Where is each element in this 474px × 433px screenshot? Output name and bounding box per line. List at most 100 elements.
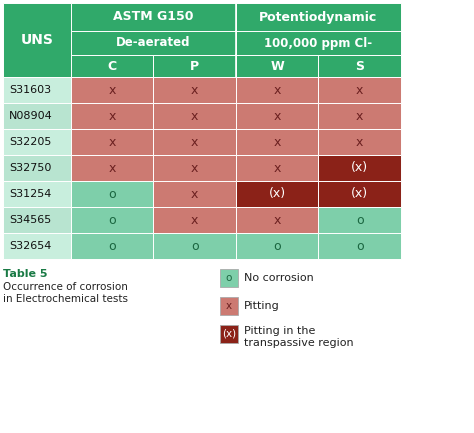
Bar	[3, 77, 71, 103]
Bar	[236, 77, 319, 103]
Bar	[236, 55, 319, 77]
Bar	[154, 103, 236, 129]
Text: S34565: S34565	[9, 215, 51, 225]
Text: P: P	[190, 59, 199, 72]
Text: x: x	[109, 84, 116, 97]
Bar	[236, 207, 319, 233]
Bar	[220, 297, 238, 315]
Bar	[3, 207, 71, 233]
Bar	[71, 207, 154, 233]
Bar	[71, 3, 236, 31]
Bar	[154, 55, 236, 77]
Bar	[3, 233, 71, 259]
Text: Potentiodynamic: Potentiodynamic	[259, 10, 378, 23]
Text: (x): (x)	[351, 187, 368, 200]
Text: S32654: S32654	[9, 241, 51, 251]
Text: x: x	[356, 136, 364, 149]
Bar	[236, 129, 319, 155]
Bar	[71, 77, 154, 103]
Bar	[319, 155, 401, 181]
Bar	[319, 181, 401, 207]
Bar	[319, 77, 401, 103]
Text: De-aerated: De-aerated	[116, 36, 191, 49]
Bar	[220, 269, 238, 287]
Text: x: x	[226, 301, 232, 311]
Text: x: x	[191, 187, 199, 200]
Bar	[319, 55, 401, 77]
Bar	[154, 207, 236, 233]
Bar	[236, 3, 401, 31]
Text: o: o	[273, 239, 281, 252]
Bar	[319, 103, 401, 129]
Text: S31254: S31254	[9, 189, 51, 199]
Text: x: x	[191, 84, 199, 97]
Bar	[3, 103, 71, 129]
Text: x: x	[191, 162, 199, 174]
Text: No corrosion: No corrosion	[244, 273, 314, 283]
Bar	[236, 155, 319, 181]
Text: o: o	[226, 273, 232, 283]
Text: o: o	[109, 213, 116, 226]
Text: S: S	[355, 59, 364, 72]
Text: x: x	[273, 213, 281, 226]
Text: x: x	[191, 110, 199, 123]
Text: x: x	[356, 110, 364, 123]
Text: o: o	[356, 239, 364, 252]
Bar	[71, 181, 154, 207]
Text: o: o	[109, 187, 116, 200]
Bar	[236, 233, 319, 259]
Text: Pitting in the: Pitting in the	[244, 326, 315, 336]
Text: UNS: UNS	[20, 33, 54, 47]
Text: (x): (x)	[222, 329, 236, 339]
Bar	[154, 77, 236, 103]
Text: Occurrence of corrosion
in Electrochemical tests: Occurrence of corrosion in Electrochemic…	[3, 282, 128, 304]
Bar	[236, 31, 401, 55]
Bar	[154, 155, 236, 181]
Text: W: W	[270, 59, 284, 72]
Bar	[220, 325, 238, 343]
Text: x: x	[191, 213, 199, 226]
Text: S32205: S32205	[9, 137, 51, 147]
Text: x: x	[191, 136, 199, 149]
Bar	[319, 129, 401, 155]
Bar	[3, 155, 71, 181]
Bar	[3, 129, 71, 155]
Bar	[71, 55, 154, 77]
Bar	[71, 155, 154, 181]
Bar	[319, 207, 401, 233]
Text: 100,000 ppm Cl-: 100,000 ppm Cl-	[264, 36, 373, 49]
Text: N08904: N08904	[9, 111, 53, 121]
Text: x: x	[273, 162, 281, 174]
Text: o: o	[356, 213, 364, 226]
Bar	[154, 233, 236, 259]
Bar	[71, 233, 154, 259]
Text: S32750: S32750	[9, 163, 51, 173]
Bar	[154, 129, 236, 155]
Text: transpassive region: transpassive region	[244, 338, 354, 348]
Bar	[71, 103, 154, 129]
Bar	[154, 181, 236, 207]
Bar	[319, 233, 401, 259]
Text: x: x	[273, 84, 281, 97]
Text: Pitting: Pitting	[244, 301, 280, 311]
Bar	[71, 31, 236, 55]
Text: x: x	[109, 136, 116, 149]
Text: ASTM G150: ASTM G150	[113, 10, 194, 23]
Text: o: o	[191, 239, 199, 252]
Bar	[236, 103, 319, 129]
Text: (x): (x)	[269, 187, 286, 200]
Text: x: x	[273, 110, 281, 123]
Text: x: x	[273, 136, 281, 149]
Bar	[71, 129, 154, 155]
Text: x: x	[109, 162, 116, 174]
Text: C: C	[108, 59, 117, 72]
Bar	[3, 3, 71, 77]
Bar	[236, 181, 319, 207]
Text: Table 5: Table 5	[3, 269, 47, 279]
Text: (x): (x)	[351, 162, 368, 174]
Text: x: x	[356, 84, 364, 97]
Text: x: x	[109, 110, 116, 123]
Bar	[3, 181, 71, 207]
Text: S31603: S31603	[9, 85, 51, 95]
Text: o: o	[109, 239, 116, 252]
